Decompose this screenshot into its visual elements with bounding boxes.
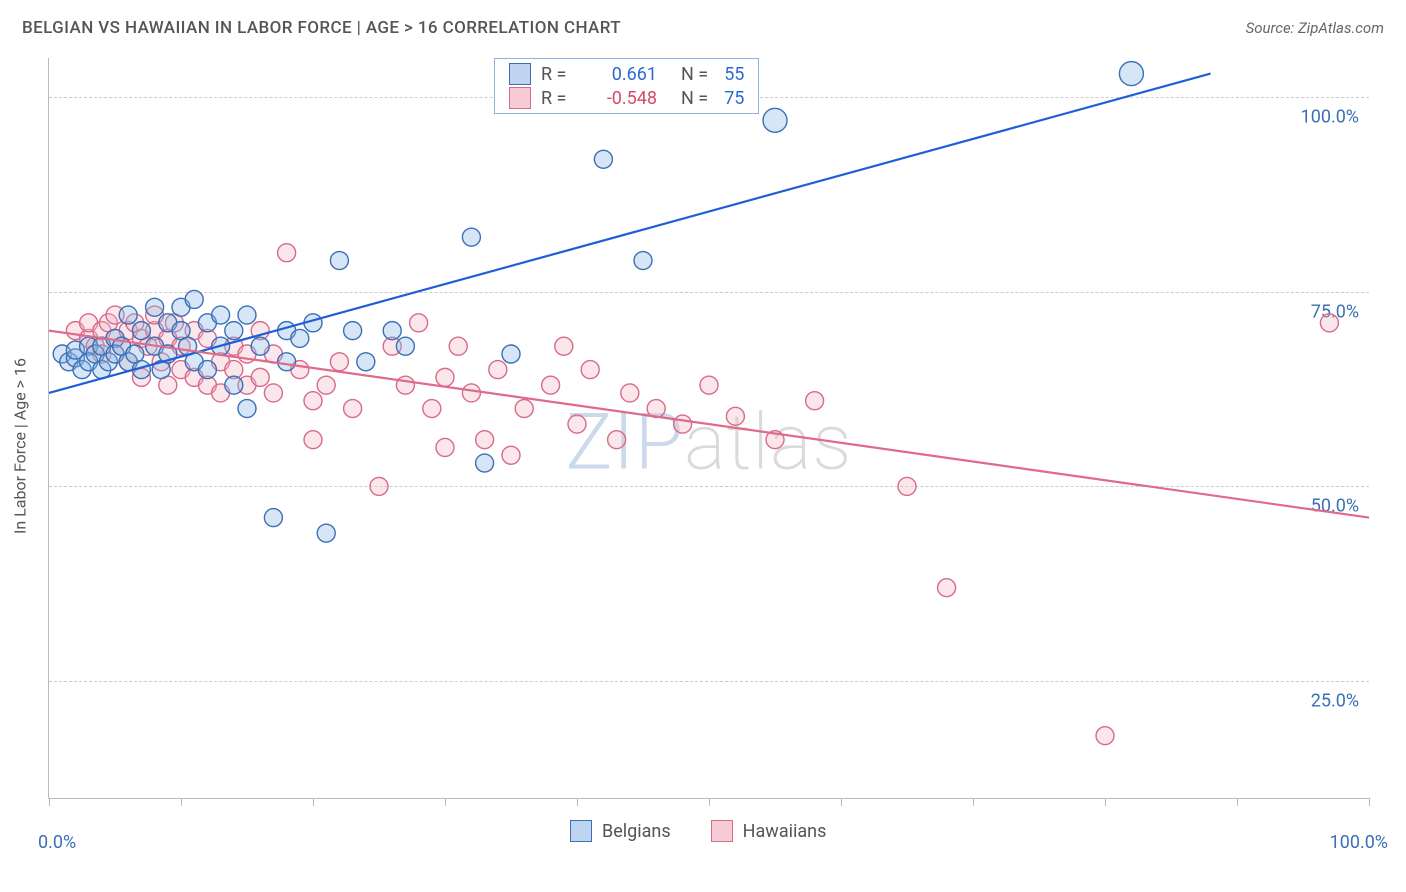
regression-line (49, 331, 1369, 518)
y-axis-label: In Labor Force | Age > 16 (11, 358, 30, 534)
x-tick (313, 798, 314, 806)
x-tick (973, 798, 974, 806)
legend-label-hawaiians: Hawaiians (743, 821, 827, 842)
legend-series: Belgians Hawaiians (570, 820, 826, 842)
n-label: N = (681, 64, 708, 85)
r-value-belgians: 0.661 (587, 64, 657, 85)
legend-swatch-blue (570, 820, 592, 842)
r-value-hawaiians: -0.548 (587, 88, 657, 109)
legend-row-hawaiians: R = -0.548 N = 75 (509, 87, 744, 109)
n-label: N = (681, 88, 708, 109)
legend-stats-box: R = 0.661 N = 55 R = -0.548 N = 75 (494, 58, 759, 114)
x-tick (1105, 798, 1106, 806)
source-label: Source: ZipAtlas.com (1246, 19, 1384, 37)
header-row: BELGIAN VS HAWAIIAN IN LABOR FORCE | AGE… (22, 18, 1384, 38)
x-tick (577, 798, 578, 806)
x-tick (445, 798, 446, 806)
x-tick (841, 798, 842, 806)
chart-title: BELGIAN VS HAWAIIAN IN LABOR FORCE | AGE… (22, 18, 621, 38)
legend-swatch-pink (711, 820, 733, 842)
legend-item-belgians: Belgians (570, 820, 671, 842)
x-tick (1237, 798, 1238, 806)
legend-item-hawaiians: Hawaiians (711, 820, 827, 842)
legend-swatch-pink (509, 87, 531, 109)
x-tick (709, 798, 710, 806)
legend-swatch-blue (509, 63, 531, 85)
n-value-hawaiians: 75 (724, 88, 744, 109)
plot-area: 25.0%50.0%75.0%100.0% ZIPatlas R = 0.661… (48, 58, 1369, 799)
x-axis-min-label: 0.0% (38, 832, 76, 853)
x-tick (1369, 798, 1370, 806)
r-label: R = (541, 88, 577, 109)
legend-label-belgians: Belgians (602, 821, 671, 842)
r-label: R = (541, 64, 577, 85)
legend-row-belgians: R = 0.661 N = 55 (509, 63, 744, 85)
x-tick (181, 798, 182, 806)
x-axis-max-label: 100.0% (1330, 832, 1388, 853)
regression-line (49, 74, 1211, 393)
x-tick (49, 798, 50, 806)
n-value-belgians: 55 (724, 64, 744, 85)
regression-lines (49, 58, 1369, 798)
